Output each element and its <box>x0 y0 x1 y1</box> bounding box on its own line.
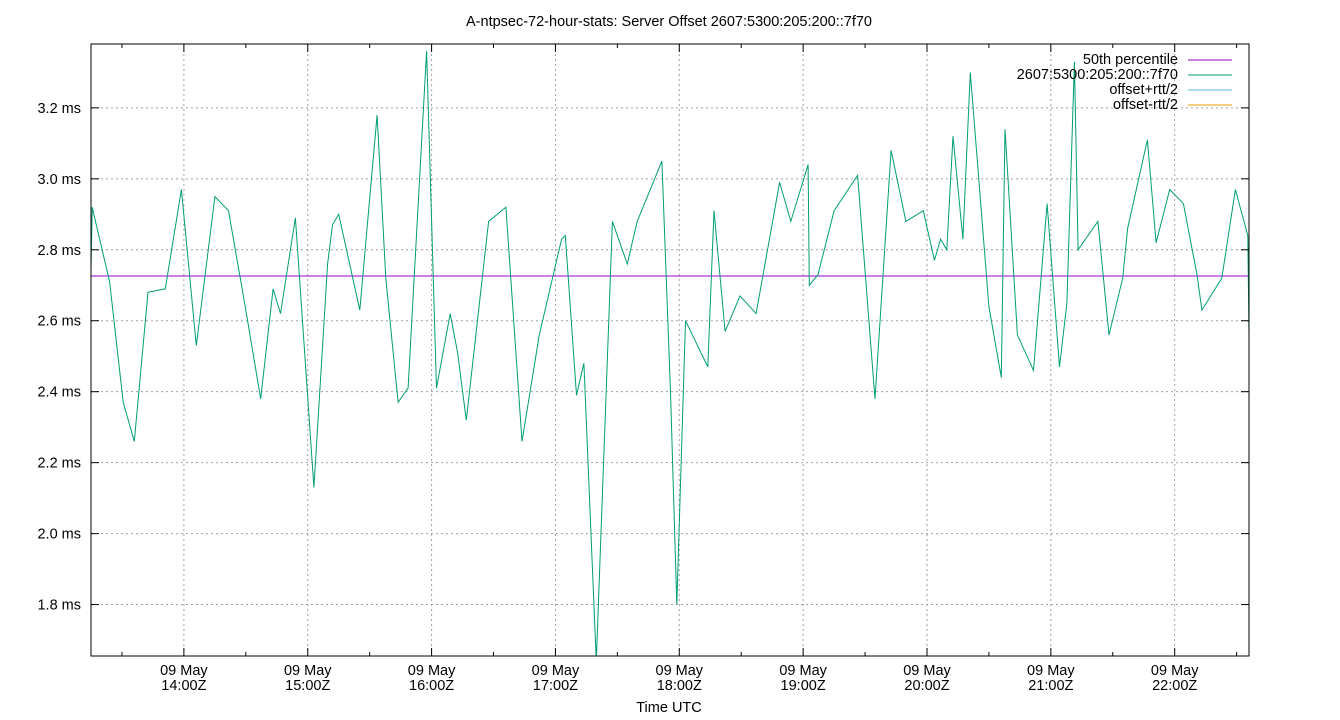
x-tick-label-date: 09 May <box>779 663 827 679</box>
y-tick-label: 2.2 ms <box>37 456 81 472</box>
legend: 50th percentile2607:5300:205:200::7f70of… <box>1017 52 1232 113</box>
x-axis-title: Time UTC <box>636 700 702 716</box>
chart-title: A-ntpsec-72-hour-stats: Server Offset 26… <box>466 14 872 30</box>
grid-lines <box>91 44 1249 656</box>
x-tick-label-time: 20:00Z <box>904 678 949 694</box>
axis-labels: 1.8 ms 2.0 ms 2.2 ms 2.4 ms 2.6 ms 2.8 ms 3.0 … <box>37 101 1199 694</box>
x-tick-label-time: 17:00Z <box>533 678 578 694</box>
x-tick-label-time: 21:00Z <box>1028 678 1073 694</box>
legend-label: offset-rtt/2 <box>1113 97 1178 113</box>
x-tick-label-time: 14:00Z <box>161 678 206 694</box>
x-tick-label-date: 09 May <box>1151 663 1199 679</box>
plot-series <box>91 51 1249 656</box>
y-tick-label: 2.4 ms <box>37 385 81 401</box>
axis-ticks <box>91 44 1249 656</box>
y-tick-label: 2.0 ms <box>37 527 81 543</box>
x-tick-label-time: 22:00Z <box>1152 678 1197 694</box>
x-tick-label-date: 09 May <box>656 663 704 679</box>
x-tick-label-date: 09 May <box>408 663 456 679</box>
legend-label: 2607:5300:205:200::7f70 <box>1017 67 1178 83</box>
y-tick-label: 3.0 ms <box>37 172 81 188</box>
x-tick-label-time: 16:00Z <box>409 678 454 694</box>
x-tick-label-time: 15:00Z <box>285 678 330 694</box>
x-tick-label-time: 19:00Z <box>781 678 826 694</box>
x-tick-label-date: 09 May <box>903 663 951 679</box>
x-tick-label-date: 09 May <box>160 663 208 679</box>
legend-label: offset+rtt/2 <box>1109 82 1178 98</box>
legend-label: 50th percentile <box>1083 52 1178 68</box>
plot-area-frame <box>90 43 1250 657</box>
x-tick-label-time: 18:00Z <box>657 678 702 694</box>
series-line-1 <box>91 51 1249 656</box>
x-tick-label-date: 09 May <box>1027 663 1075 679</box>
y-tick-label: 2.6 ms <box>37 314 81 330</box>
y-tick-label: 2.8 ms <box>37 243 81 259</box>
y-tick-label: 3.2 ms <box>37 101 81 117</box>
y-tick-label: 1.8 ms <box>37 598 81 614</box>
x-tick-label-date: 09 May <box>284 663 332 679</box>
x-tick-label-date: 09 May <box>532 663 580 679</box>
